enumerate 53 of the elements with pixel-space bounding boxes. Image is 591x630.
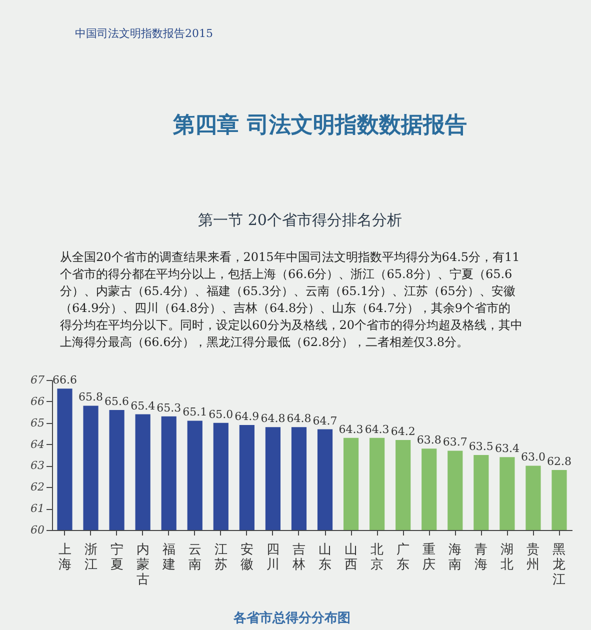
x-tick-label: 广东 bbox=[396, 542, 410, 572]
data-label: 64.9 bbox=[234, 410, 260, 423]
data-label: 64.8 bbox=[286, 412, 312, 426]
data-label: 65.0 bbox=[208, 408, 234, 421]
x-tick-label: 上海 bbox=[58, 542, 72, 572]
data-label: 66.6 bbox=[52, 374, 78, 387]
text: 中国司法文明指数报告2015 bbox=[75, 27, 213, 40]
x-tick-label: 重庆 bbox=[422, 542, 436, 572]
x-tick-label: 湖北 bbox=[500, 542, 514, 572]
y-tick-label: 63 bbox=[30, 459, 44, 472]
data-label: 63.5 bbox=[468, 440, 494, 453]
data-label: 63.7 bbox=[442, 436, 468, 449]
data-label: 63.8 bbox=[416, 434, 442, 447]
x-tick-label: 云南 bbox=[188, 542, 202, 572]
data-label: 65.8 bbox=[78, 390, 104, 404]
x-tick-label: 江苏 bbox=[214, 542, 228, 572]
x-tick-label: 山西 bbox=[344, 542, 358, 572]
data-label: 64.3 bbox=[364, 422, 390, 436]
y-tick-label: 61 bbox=[30, 502, 44, 516]
data-label: 64.2 bbox=[390, 425, 416, 438]
data-label: 63.4 bbox=[494, 442, 520, 456]
x-tick-label: 安徽 bbox=[240, 542, 254, 572]
y-tick-label: 66 bbox=[30, 394, 44, 408]
y-tick-label: 65 bbox=[30, 416, 44, 430]
data-label: 64.7 bbox=[312, 414, 338, 428]
chart-title: 第四章 司法文明指数数据报告 bbox=[172, 112, 467, 138]
data-label: 65.1 bbox=[182, 406, 208, 419]
x-tick-label: 山东 bbox=[318, 542, 332, 572]
data-label: 65.4 bbox=[130, 399, 156, 412]
x-tick-label: 青海 bbox=[474, 542, 488, 572]
x-tick-label: 宁夏 bbox=[110, 542, 124, 572]
x-tick-label: 海南 bbox=[448, 542, 462, 572]
x-tick-label: 黑龙江 bbox=[552, 542, 566, 588]
data-label: 65.6 bbox=[104, 395, 130, 408]
data-label: 62.8 bbox=[546, 455, 572, 468]
x-tick-label: 内蒙古 bbox=[136, 542, 150, 588]
x-tick-label: 四川 bbox=[266, 542, 280, 572]
y-tick-label: 64 bbox=[30, 438, 44, 451]
data-label: 63.0 bbox=[520, 450, 546, 464]
x-tick-label: 浙江 bbox=[84, 542, 98, 572]
y-tick-label: 62 bbox=[30, 480, 44, 494]
x-tick-label: 福建 bbox=[161, 542, 176, 572]
y-tick-label: 60 bbox=[30, 524, 44, 536]
x-tick-label: 贵州 bbox=[526, 542, 540, 572]
text: 从全国20个省市的调查结果来看，2015年中国司法文明指数平均得分为64.5分，有11个省市的得分都在平均分以上，包括上海（66.6分）、浙江（65.8分）、宁夏（65.6分）、内蒙古（65.4分）、福建（65.3分）、云南（65.1分）、江苏（65分）、安徽（64.9分）、四川（64.8分）、吉林（64.8分）、山东（64.7分），其余9个省市的得分均在平均分以下。同时，设定以60分为及格线，20个省市的得分均超及格线，其中上海得分最高（66.6分），黑龙江得分最低（62.8分），二者相差仅3.8分。 bbox=[60, 250, 523, 349]
x-tick-label: 吉林 bbox=[291, 542, 306, 572]
text: 各省市总得分分布图 bbox=[232, 610, 350, 626]
y-tick-label: 67 bbox=[30, 374, 44, 386]
data-label: 64.8 bbox=[260, 412, 286, 426]
chart-subtitle: 第一节 20个省市得分排名分析 bbox=[198, 211, 402, 229]
data-label: 65.3 bbox=[156, 401, 182, 414]
x-tick-label: 北京 bbox=[370, 542, 384, 572]
data-label: 64.3 bbox=[338, 422, 364, 436]
